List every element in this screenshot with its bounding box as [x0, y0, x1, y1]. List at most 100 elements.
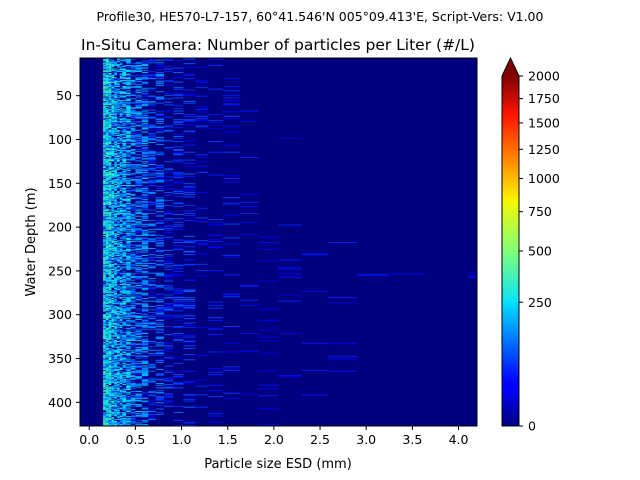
heatmap-cell: [119, 183, 123, 185]
heatmap-cell: [126, 295, 131, 297]
heatmap-cell: [126, 400, 131, 402]
heatmap-cell: [116, 182, 120, 184]
heatmap-cell: [130, 256, 136, 257]
heatmap-cell: [122, 418, 127, 419]
heatmap-cell: [111, 419, 115, 421]
heatmap-cell: [111, 133, 115, 135]
heatmap-cell: [258, 319, 279, 321]
heatmap-cell: [119, 415, 123, 417]
heatmap-cell: [105, 325, 109, 327]
heatmap-cell: [108, 246, 112, 248]
heatmap-cell: [108, 82, 112, 84]
heatmap-cell: [119, 309, 123, 311]
heatmap-cell: [105, 108, 109, 110]
heatmap-cell: [108, 115, 112, 117]
heatmap-cell: [108, 206, 112, 208]
heatmap-cell: [108, 83, 112, 85]
heatmap-cell: [108, 361, 112, 363]
colorbar-outline: [501, 56, 520, 427]
heatmap-cell: [114, 302, 117, 304]
heatmap-cell: [141, 314, 149, 316]
heatmap-cell: [135, 262, 142, 264]
heatmap-cell: [116, 422, 120, 424]
heatmap-cell: [114, 215, 117, 217]
heatmap-cell: [119, 66, 123, 68]
heatmap-cell: [148, 248, 156, 250]
heatmap-cell: [141, 276, 149, 278]
heatmap-cell: [111, 301, 115, 303]
heatmap-cell: [111, 338, 115, 340]
heatmap-cell: [103, 270, 106, 271]
heatmap-cell: [111, 227, 115, 229]
heatmap-cell: [114, 352, 117, 354]
heatmap-cell: [135, 282, 142, 284]
heatmap-cell: [164, 85, 174, 87]
heatmap-cell: [111, 222, 115, 224]
heatmap-cell: [114, 100, 117, 102]
heatmap-cell: [183, 254, 196, 256]
heatmap-cell: [108, 131, 112, 133]
heatmap-cell: [105, 134, 109, 136]
heatmap-cell: [108, 151, 112, 153]
heatmap-cell: [111, 401, 115, 403]
heatmap-cell: [130, 388, 136, 390]
heatmap-cell: [130, 197, 136, 199]
heatmap-cell: [148, 382, 156, 384]
heatmap-cell: [141, 171, 149, 173]
heatmap-cell: [114, 351, 117, 353]
heatmap-cell: [103, 84, 106, 86]
heatmap-cell: [130, 384, 136, 386]
heatmap-cell: [135, 230, 142, 232]
heatmap-cell: [141, 368, 149, 370]
heatmap-cell: [108, 335, 112, 337]
heatmap-cell: [111, 316, 115, 318]
heatmap-cell: [122, 158, 127, 160]
heatmap-cell: [116, 378, 120, 380]
heatmap-cell: [130, 381, 136, 383]
heatmap-cell: [114, 133, 117, 135]
heatmap-cell: [119, 201, 123, 203]
heatmap-cell: [155, 326, 165, 327]
heatmap-cell: [103, 308, 106, 310]
heatmap-cell: [208, 151, 224, 153]
heatmap-cell: [108, 89, 112, 91]
heatmap-cell: [108, 133, 112, 135]
heatmap-cell: [126, 285, 131, 287]
heatmap-cell: [105, 239, 109, 241]
heatmap-cell: [114, 270, 117, 271]
heatmap-cell: [103, 236, 106, 238]
heatmap-cell: [164, 334, 174, 335]
heatmap-cell: [155, 285, 165, 287]
heatmap-cell: [111, 76, 115, 78]
heatmap-cell: [148, 231, 156, 233]
heatmap-cell: [114, 289, 117, 291]
heatmap-cell: [122, 352, 127, 354]
heatmap-cell: [122, 160, 127, 162]
heatmap-cell: [114, 274, 117, 276]
heatmap-cell: [141, 265, 149, 267]
heatmap-cell: [122, 105, 127, 107]
heatmap-cell: [105, 114, 109, 116]
heatmap-cell: [116, 257, 120, 259]
heatmap-cell: [108, 299, 112, 301]
heatmap-cell: [105, 178, 109, 179]
heatmap-cell: [130, 342, 136, 344]
heatmap-cell: [108, 86, 112, 88]
heatmap-cell: [105, 291, 109, 292]
heatmap-cell: [103, 101, 106, 103]
heatmap-cell: [135, 416, 142, 418]
heatmap-cell: [119, 199, 123, 200]
heatmap-cell: [122, 424, 127, 426]
heatmap-cell: [105, 359, 109, 361]
heatmap-cell: [103, 181, 106, 183]
heatmap-cell: [103, 182, 106, 184]
heatmap-cell: [195, 394, 209, 396]
heatmap-cell: [105, 328, 109, 330]
heatmap-cell: [126, 340, 131, 342]
heatmap-cell: [119, 234, 123, 235]
heatmap-cell: [114, 203, 117, 205]
heatmap-cell: [223, 131, 240, 133]
heatmap-cell: [105, 220, 109, 222]
heatmap-cell: [130, 365, 136, 367]
heatmap-cell: [173, 97, 184, 99]
